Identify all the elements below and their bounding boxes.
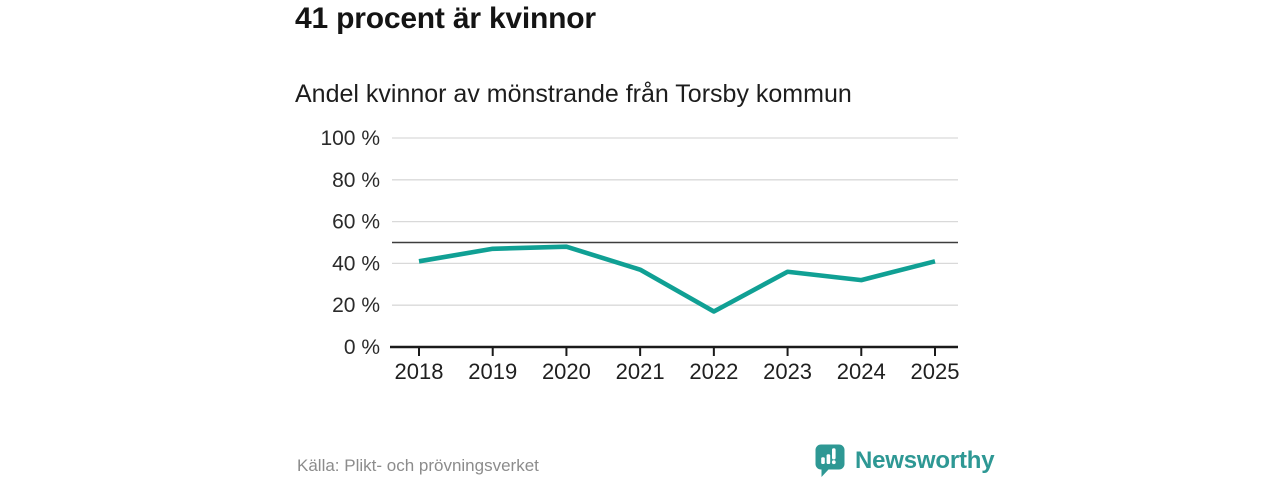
newsworthy-logo-text: Newsworthy (855, 446, 995, 474)
data-polyline (418, 244, 936, 314)
y-tick-label: 20 % (332, 294, 380, 317)
y-tick-label: 60 % (332, 211, 380, 234)
y-tick-label: 80 % (332, 169, 380, 192)
x-tick-label: 2019 (468, 359, 517, 384)
y-tick-label: 100 % (320, 127, 380, 150)
logo-exclamation-bar (832, 448, 836, 460)
x-tick-label: 2025 (911, 359, 960, 384)
x-tick-label: 2024 (837, 359, 886, 384)
newsworthy-brand: Newsworthy (814, 443, 995, 478)
x-axis (390, 345, 958, 356)
logo-exclamation-dot (831, 460, 836, 465)
chart-subtitle: Andel kvinnor av mönstrande från Torsby … (295, 80, 852, 108)
x-tick-label: 2022 (689, 359, 738, 384)
source-note: Källa: Plikt- och prövningsverket (297, 456, 539, 475)
x-axis-labels: 2018 2019 2020 2021 2022 2023 2024 2025 (395, 359, 960, 384)
logo-bar-2 (826, 454, 831, 464)
y-axis-labels: 0 % 20 % 40 % 60 % 80 % 100 % (320, 127, 380, 359)
y-tick-label: 40 % (332, 252, 380, 275)
x-tick-label: 2020 (542, 359, 591, 384)
y-tick-label: 0 % (344, 336, 380, 359)
x-tick-label: 2018 (395, 359, 444, 384)
x-tick-label: 2021 (616, 359, 665, 384)
newsworthy-logo-icon (815, 444, 845, 477)
chart-headline: 41 procent är kvinnor (295, 2, 596, 35)
data-series (418, 244, 936, 314)
grid-lines (392, 137, 958, 306)
logo-bar-1 (821, 457, 825, 464)
x-tick-label: 2023 (763, 359, 812, 384)
